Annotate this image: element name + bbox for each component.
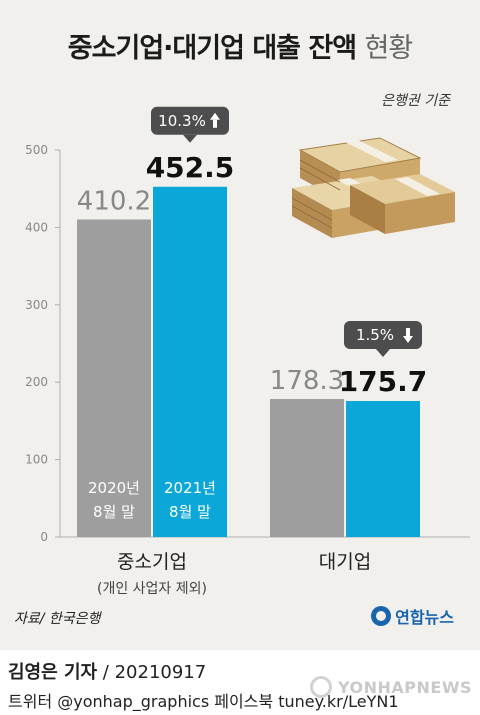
category-label: 중소기업 bbox=[117, 551, 187, 573]
arrow-down-stem bbox=[406, 328, 410, 337]
money-stack-illustration bbox=[291, 137, 455, 238]
series-label: 2020년 bbox=[88, 479, 140, 497]
change-badge-box bbox=[151, 106, 229, 135]
change-percent: 1.5% bbox=[356, 326, 394, 344]
watermark-text: YONHAPNEWS bbox=[338, 677, 472, 697]
credit-line: 김영은 기자 / 20210917 bbox=[8, 658, 206, 684]
yonhap-logo: 연합뉴스 bbox=[371, 604, 454, 628]
y-tick-label: 200 bbox=[25, 375, 48, 389]
credit-date: / 20210917 bbox=[97, 662, 207, 683]
bar bbox=[77, 219, 151, 538]
yonhap-logo-text: 연합뉴스 bbox=[395, 608, 454, 627]
yonhap-logo-icon bbox=[371, 606, 392, 626]
reporter-name: 김영은 기자 bbox=[8, 662, 98, 683]
y-tick-label: 100 bbox=[25, 453, 48, 467]
bar bbox=[270, 398, 344, 537]
bar bbox=[346, 401, 420, 537]
value-label: 410.2 bbox=[77, 187, 151, 217]
y-tick-label: 500 bbox=[25, 143, 48, 157]
basis-note: 은행권 기준 bbox=[381, 93, 450, 109]
change-badge-box bbox=[344, 321, 422, 350]
bars bbox=[77, 186, 420, 538]
watermark-icon bbox=[310, 676, 332, 698]
bar bbox=[153, 186, 227, 537]
social-line: 트위터 @yonhap_graphics 페이스북 tuney.kr/LeYN1 bbox=[8, 692, 399, 711]
watermark: YONHAPNEWS bbox=[310, 676, 472, 698]
change-badge-pointer bbox=[376, 349, 390, 358]
category-label: 대기업 bbox=[319, 551, 371, 573]
change-badge-pointer bbox=[183, 134, 197, 143]
bar-chart: 0 100 200 300 400 500 410.2 2020년 8월 말 452.5 2021… bbox=[25, 106, 470, 597]
change-badge: 10.3% bbox=[151, 106, 229, 143]
category-subtitle: (개인 사업자 제외) bbox=[97, 581, 207, 597]
y-tick-label: 0 bbox=[40, 530, 48, 544]
chart-title: 중소기업·대기업 대출 잔액 현황 bbox=[0, 26, 480, 65]
chart-title-suffix: 현황 bbox=[364, 33, 414, 64]
y-tick-label: 300 bbox=[25, 298, 48, 312]
value-label: 452.5 bbox=[146, 151, 235, 184]
y-tick-label: 400 bbox=[25, 220, 48, 234]
arrow-down-icon bbox=[403, 336, 413, 344]
change-badge: 1.5% bbox=[344, 321, 422, 358]
source-note: 자료/ 한국은행 bbox=[14, 611, 101, 627]
value-label: 175.7 bbox=[339, 365, 428, 398]
series-label: 8월 말 bbox=[169, 503, 211, 521]
arrow-up-icon bbox=[210, 112, 220, 120]
value-label: 178.3 bbox=[270, 366, 344, 396]
chart-title-main: 중소기업·대기업 대출 잔액 bbox=[67, 33, 357, 64]
change-percent: 10.3% bbox=[158, 112, 206, 130]
arrow-up-stem bbox=[213, 119, 217, 128]
series-label: 8월 말 bbox=[93, 503, 135, 521]
labels: 410.2 2020년 8월 말 452.5 2021년 8월 말 10.3% 중소기업 (개인… bbox=[77, 106, 428, 597]
infographic-card: 중소기업·대기업 대출 잔액 현황 은행권 기준 0 100 200 3 bbox=[0, 0, 480, 650]
series-label: 2021년 bbox=[164, 479, 216, 497]
